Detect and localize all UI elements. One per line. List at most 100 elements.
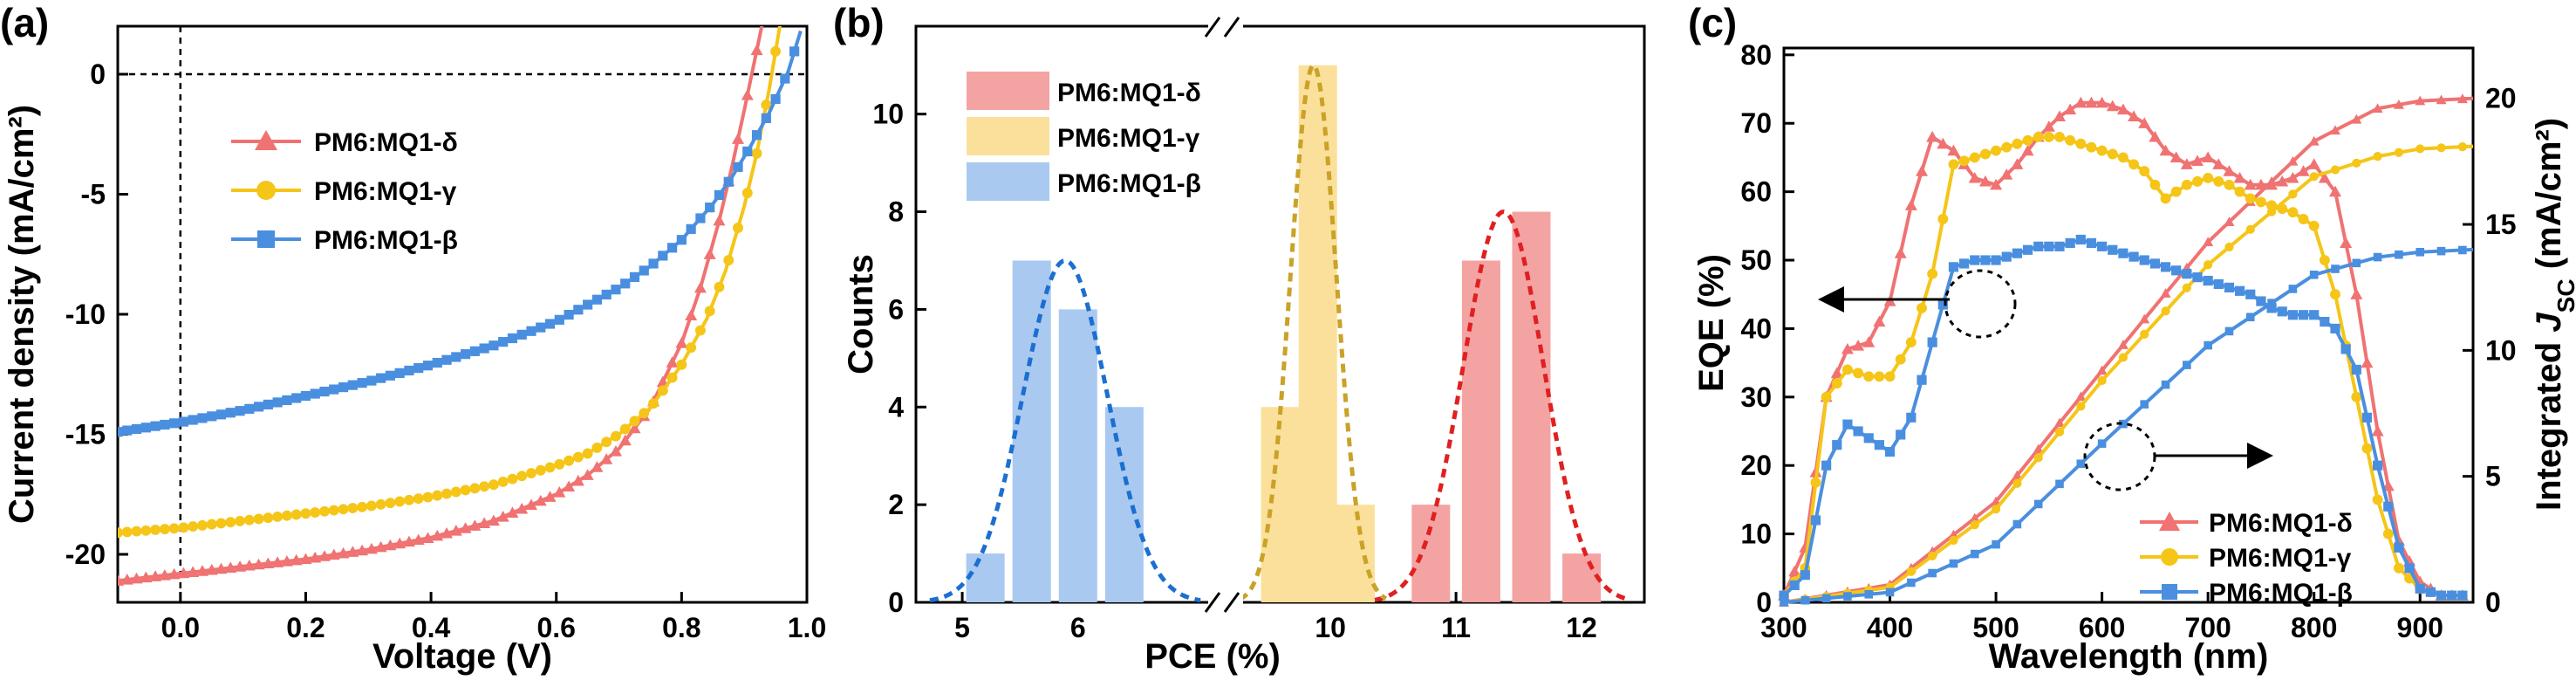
data-point bbox=[271, 556, 284, 567]
data-point bbox=[741, 89, 754, 100]
y-tick-label-right: 15 bbox=[2485, 209, 2517, 240]
jsc-point bbox=[1949, 535, 1958, 546]
data-point bbox=[723, 176, 734, 187]
x-tick-label: 300 bbox=[1760, 612, 1807, 643]
data-point bbox=[583, 299, 593, 310]
eqe-point bbox=[1874, 371, 1885, 382]
jsc-point bbox=[2033, 443, 2044, 454]
eqe-point bbox=[2308, 220, 2320, 231]
data-point bbox=[281, 510, 292, 521]
jsc-point bbox=[2394, 148, 2404, 157]
data-point bbox=[544, 462, 556, 473]
data-point bbox=[413, 363, 424, 374]
jsc-point bbox=[2288, 189, 2298, 199]
data-point bbox=[723, 255, 735, 266]
data-point bbox=[675, 337, 688, 348]
data-point bbox=[366, 375, 377, 386]
data-point bbox=[402, 535, 415, 547]
panel-c-ylabel-right: Integrated JSC (mA/cm²) bbox=[2530, 118, 2576, 511]
eqe-point bbox=[1937, 299, 1948, 310]
data-point bbox=[666, 356, 679, 368]
data-point bbox=[526, 326, 536, 336]
data-point bbox=[600, 453, 613, 464]
x-tick-label: 5 bbox=[954, 612, 970, 643]
data-point bbox=[449, 525, 462, 536]
data-point bbox=[761, 113, 771, 124]
data-point bbox=[460, 349, 471, 360]
eqe-point bbox=[2224, 179, 2235, 190]
eqe-point bbox=[2128, 110, 2141, 121]
data-point bbox=[770, 93, 781, 105]
panel-c-label: (c) bbox=[1688, 0, 1737, 45]
eqe-point bbox=[2309, 310, 2320, 320]
data-point bbox=[225, 517, 236, 528]
data-point bbox=[572, 451, 584, 463]
eqe-point bbox=[1853, 368, 1864, 379]
eqe-point bbox=[1991, 145, 2002, 156]
x-tick-label: 12 bbox=[1566, 612, 1597, 643]
eqe-point bbox=[1916, 165, 1928, 176]
x-tick-label: 0.4 bbox=[412, 612, 451, 643]
data-point bbox=[300, 390, 311, 402]
data-point bbox=[262, 557, 275, 569]
data-point bbox=[272, 397, 283, 408]
data-point bbox=[666, 372, 678, 383]
eqe-point bbox=[1991, 255, 2001, 265]
jsc-point bbox=[2351, 113, 2362, 124]
data-point bbox=[290, 509, 302, 520]
jsc-point bbox=[2160, 288, 2171, 298]
panel-c: (c) 300 400 500 600 700 800 900010203040506070… bbox=[1688, 0, 2576, 676]
data-point bbox=[780, 73, 790, 84]
data-point bbox=[628, 422, 641, 434]
data-point bbox=[694, 325, 706, 336]
eqe-point bbox=[2022, 134, 2033, 146]
eqe-point bbox=[1904, 199, 1917, 210]
data-point bbox=[122, 425, 133, 436]
eqe-point bbox=[1937, 214, 1949, 224]
eqe-point bbox=[1917, 374, 1927, 385]
data-point bbox=[422, 491, 434, 503]
data-point bbox=[357, 501, 368, 512]
data-point bbox=[564, 455, 575, 466]
data-point bbox=[648, 258, 659, 269]
eqe-point bbox=[2192, 272, 2203, 283]
data-point bbox=[478, 517, 491, 528]
legend-b-label-beta: PM6:MQ1-β bbox=[1057, 169, 1201, 198]
jsc-point bbox=[2287, 155, 2299, 166]
eqe-point bbox=[1884, 446, 1896, 457]
data-point bbox=[487, 514, 500, 526]
data-point bbox=[460, 484, 471, 496]
data-point bbox=[140, 571, 153, 583]
series-0 bbox=[1778, 93, 2474, 607]
eqe-point bbox=[1810, 477, 1821, 488]
jsc-point bbox=[2352, 158, 2361, 168]
data-point bbox=[479, 481, 490, 492]
jsc-point bbox=[2330, 165, 2340, 175]
data-point bbox=[742, 146, 753, 157]
legend-a-label-beta: PM6:MQ1-β bbox=[314, 226, 458, 255]
data-point bbox=[639, 265, 649, 276]
eqe-point bbox=[2203, 275, 2213, 286]
data-point bbox=[516, 502, 529, 514]
eqe-point bbox=[2054, 241, 2065, 251]
eqe-point bbox=[2001, 251, 2012, 262]
eqe-point bbox=[2053, 110, 2066, 121]
eqe-point bbox=[2330, 323, 2340, 334]
eqe-point bbox=[2012, 248, 2022, 258]
bar-0-0 bbox=[1411, 505, 1451, 602]
x-tick-label: 800 bbox=[2291, 612, 2337, 643]
eqe-point bbox=[1958, 155, 1970, 167]
data-point bbox=[441, 526, 454, 539]
eqe-point bbox=[2213, 175, 2224, 187]
legend-a-label-gamma: PM6:MQ1-γ bbox=[314, 177, 457, 206]
jsc-point bbox=[2012, 519, 2022, 529]
data-point bbox=[554, 314, 564, 325]
jsc-point bbox=[2458, 245, 2467, 255]
jsc-point bbox=[2245, 224, 2255, 234]
eqe-point bbox=[2022, 244, 2033, 255]
data-point bbox=[291, 393, 302, 403]
data-point bbox=[177, 567, 190, 579]
